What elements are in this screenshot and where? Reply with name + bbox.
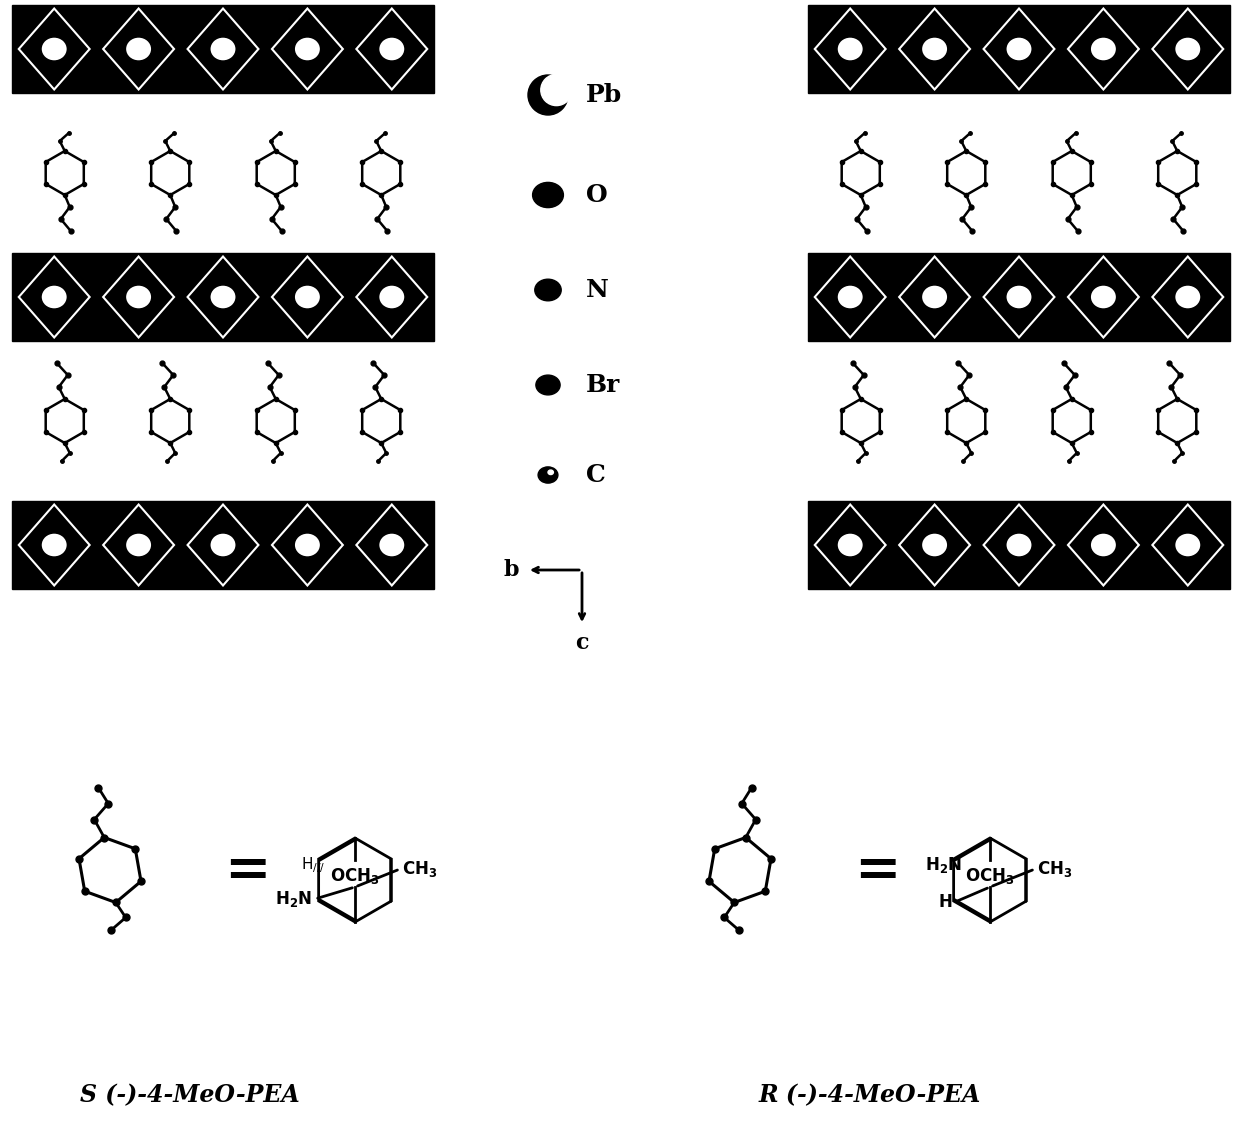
Ellipse shape — [1090, 285, 1117, 309]
Ellipse shape — [1006, 533, 1032, 557]
Ellipse shape — [1090, 37, 1117, 61]
Text: c: c — [575, 633, 589, 654]
Polygon shape — [1152, 8, 1223, 90]
Text: $\mathbf{H}$: $\mathbf{H}$ — [937, 893, 952, 912]
Polygon shape — [356, 8, 428, 90]
Polygon shape — [187, 504, 258, 585]
Polygon shape — [1068, 8, 1138, 90]
Polygon shape — [103, 8, 174, 90]
Polygon shape — [272, 256, 342, 338]
Ellipse shape — [125, 285, 151, 309]
Polygon shape — [815, 504, 885, 585]
Polygon shape — [983, 8, 1054, 90]
Ellipse shape — [378, 285, 405, 309]
Text: =: = — [854, 843, 900, 898]
Polygon shape — [1152, 256, 1223, 338]
Ellipse shape — [1174, 285, 1202, 309]
Ellipse shape — [534, 279, 562, 301]
Ellipse shape — [41, 285, 67, 309]
Bar — [12, 253, 434, 341]
Text: $\mathbf{OCH_3}$: $\mathbf{OCH_3}$ — [965, 866, 1014, 886]
Ellipse shape — [538, 467, 558, 483]
Polygon shape — [19, 504, 89, 585]
Polygon shape — [983, 256, 1054, 338]
Text: b: b — [503, 559, 518, 581]
Polygon shape — [356, 256, 428, 338]
Ellipse shape — [294, 533, 321, 557]
Ellipse shape — [125, 37, 151, 61]
Ellipse shape — [837, 37, 863, 61]
Polygon shape — [899, 256, 970, 338]
Bar — [808, 5, 1230, 93]
Text: $\mathbf{CH_3}$: $\mathbf{CH_3}$ — [402, 859, 438, 879]
Polygon shape — [815, 8, 885, 90]
Polygon shape — [187, 8, 258, 90]
Ellipse shape — [210, 533, 237, 557]
Ellipse shape — [837, 533, 863, 557]
Ellipse shape — [41, 37, 67, 61]
Polygon shape — [1152, 504, 1223, 585]
Circle shape — [528, 75, 568, 115]
Ellipse shape — [921, 37, 947, 61]
Bar — [12, 5, 434, 93]
Polygon shape — [356, 504, 428, 585]
Bar — [808, 253, 1230, 341]
Polygon shape — [899, 8, 970, 90]
Ellipse shape — [1006, 285, 1032, 309]
Text: $\mathbf{CH_3}$: $\mathbf{CH_3}$ — [1037, 859, 1073, 879]
Text: S (-)-4-MeO-PEA: S (-)-4-MeO-PEA — [81, 1083, 300, 1107]
Bar — [12, 501, 434, 589]
Text: C: C — [587, 463, 606, 487]
Polygon shape — [899, 504, 970, 585]
Polygon shape — [272, 504, 342, 585]
Polygon shape — [815, 256, 885, 338]
Text: $\mathbf{H_2N}$: $\mathbf{H_2N}$ — [925, 855, 962, 875]
Polygon shape — [103, 504, 174, 585]
Ellipse shape — [378, 37, 405, 61]
Ellipse shape — [41, 533, 67, 557]
Ellipse shape — [837, 285, 863, 309]
Ellipse shape — [1090, 533, 1117, 557]
Ellipse shape — [921, 285, 947, 309]
Ellipse shape — [125, 533, 151, 557]
Circle shape — [541, 75, 572, 106]
Ellipse shape — [548, 470, 553, 474]
Text: $\mathrm{H_{///}}$: $\mathrm{H_{///}}$ — [300, 855, 325, 875]
Ellipse shape — [210, 285, 237, 309]
Polygon shape — [187, 256, 258, 338]
Polygon shape — [103, 256, 174, 338]
Bar — [808, 501, 1230, 589]
Ellipse shape — [378, 533, 405, 557]
Text: $\mathbf{OCH_3}$: $\mathbf{OCH_3}$ — [330, 866, 379, 886]
Polygon shape — [272, 8, 342, 90]
Ellipse shape — [921, 533, 947, 557]
Ellipse shape — [533, 183, 563, 208]
Text: N: N — [587, 278, 609, 302]
Polygon shape — [19, 256, 89, 338]
Ellipse shape — [210, 37, 237, 61]
Polygon shape — [983, 504, 1054, 585]
Text: Pb: Pb — [587, 83, 622, 107]
Ellipse shape — [1006, 37, 1032, 61]
Polygon shape — [1068, 504, 1138, 585]
Text: Br: Br — [587, 373, 620, 397]
Ellipse shape — [1174, 37, 1202, 61]
Text: =: = — [223, 843, 270, 898]
Polygon shape — [1068, 256, 1138, 338]
Ellipse shape — [294, 37, 321, 61]
Ellipse shape — [294, 285, 321, 309]
Text: O: O — [587, 183, 608, 207]
Ellipse shape — [1174, 533, 1202, 557]
Text: R (-)-4-MeO-PEA: R (-)-4-MeO-PEA — [759, 1083, 981, 1107]
Polygon shape — [19, 8, 89, 90]
Ellipse shape — [536, 375, 560, 395]
Text: $\mathbf{H_2N}$: $\mathbf{H_2N}$ — [275, 889, 312, 909]
